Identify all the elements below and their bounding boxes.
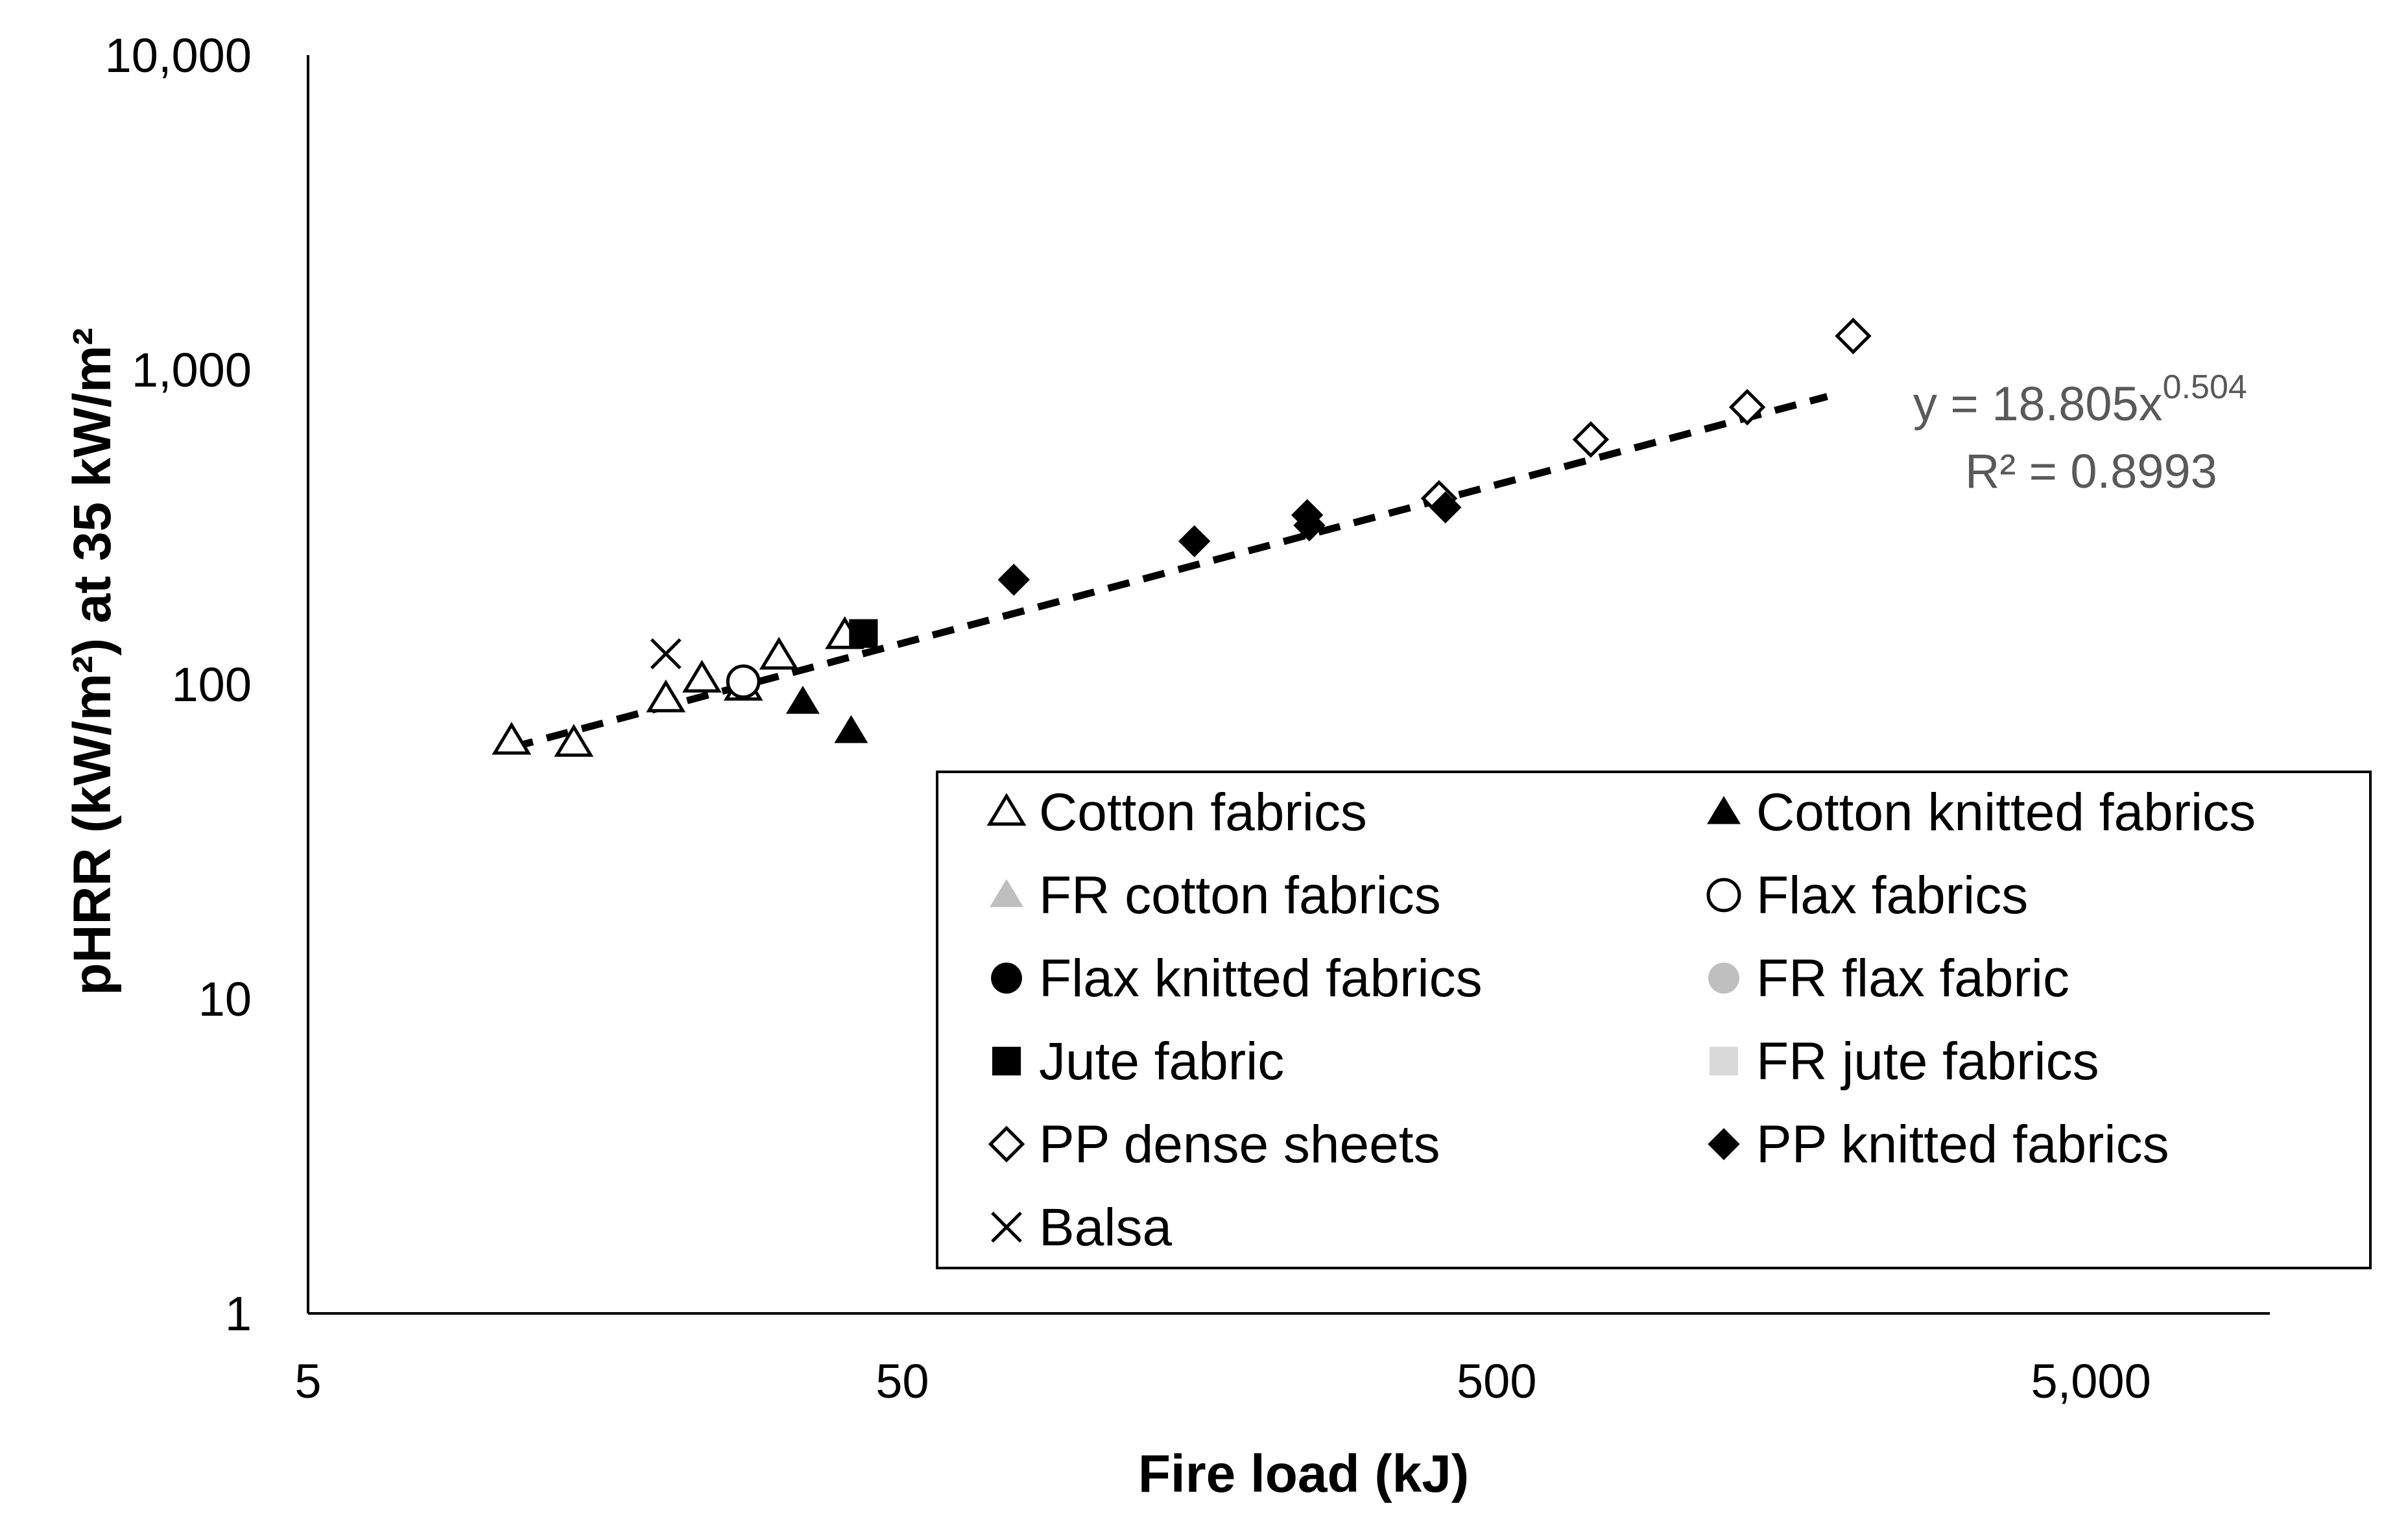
x-tick-label: 5	[294, 1354, 321, 1408]
legend-label-fr-flax-fabric: FR flax fabric	[1756, 949, 2069, 1008]
legend-marker-balsa	[991, 1212, 1022, 1243]
point-jute-fabric	[849, 619, 878, 648]
point-cotton-fabrics	[759, 636, 799, 670]
legend-marker-fr-cotton-fabrics	[990, 879, 1023, 907]
legend-label-pp-knitted-fabrics: PP knitted fabrics	[1756, 1115, 2169, 1174]
trendline-equation: y = 18.805x0.504	[1913, 368, 2247, 431]
x-axis-title: Fire load (kJ)	[1138, 1444, 1469, 1503]
legend-label-cotton-knitted-fabrics: Cotton knitted fabrics	[1756, 783, 2256, 842]
point-pp-dense-sheets	[1728, 389, 1766, 426]
legend-marker-flax-knitted-fabrics	[991, 963, 1022, 994]
point-pp-knitted-fabrics	[997, 564, 1030, 596]
y-tick-label: 100	[172, 658, 252, 712]
point-pp-knitted-fabrics	[1429, 491, 1462, 523]
legend-marker-jute-fabric	[992, 1046, 1021, 1076]
point-cotton-fabrics	[682, 660, 722, 693]
legend-label-jute-fabric: Jute fabric	[1039, 1032, 1284, 1091]
x-tick-label: 50	[876, 1354, 929, 1408]
legend-marker-flax-fabrics	[1706, 878, 1741, 913]
legend-label-fr-cotton-fabrics: FR cotton fabrics	[1039, 866, 1441, 925]
point-cotton-knitted-fabrics	[834, 715, 868, 743]
y-tick-label: 10,000	[105, 29, 252, 82]
y-tick-label: 1,000	[132, 343, 252, 397]
legend-marker-pp-dense-sheets	[988, 1125, 1025, 1163]
y-tick-label: 1	[225, 1287, 252, 1341]
x-tick-label: 5,000	[2031, 1354, 2151, 1408]
point-cotton-fabrics	[492, 721, 532, 755]
legend-label-pp-dense-sheets: PP dense sheets	[1039, 1115, 1440, 1174]
point-cotton-fabrics	[646, 679, 686, 713]
trendline-equation-exponent: 0.504	[2163, 368, 2247, 406]
legend-marker-pp-knitted-fabrics	[1708, 1128, 1740, 1160]
x-tick-label: 500	[1457, 1354, 1536, 1408]
y-tick-label: 10	[198, 972, 252, 1026]
legend-label-flax-fabrics: Flax fabrics	[1756, 866, 2028, 925]
point-cotton-knitted-fabrics	[785, 686, 820, 714]
point-cotton-fabrics	[554, 724, 594, 757]
point-flax-fabrics	[726, 664, 761, 699]
trendline-equation-base: y = 18.805x	[1913, 377, 2163, 431]
point-balsa	[650, 638, 682, 669]
legend-box	[936, 771, 2372, 1269]
point-pp-dense-sheets	[1572, 421, 1610, 458]
legend-label-cotton-fabrics: Cotton fabrics	[1039, 783, 1367, 842]
legend-marker-cotton-knitted-fabrics	[1707, 796, 1741, 824]
point-pp-dense-sheets	[1835, 317, 1872, 355]
y-axis-title: pHRR (kW/m²) at 35 kW/m²	[63, 328, 122, 996]
legend-marker-fr-flax-fabric	[1708, 963, 1739, 994]
point-pp-knitted-fabrics	[1293, 509, 1326, 542]
legend-marker-cotton-fabrics	[986, 793, 1027, 826]
legend-label-balsa: Balsa	[1039, 1198, 1173, 1257]
legend-marker-fr-jute-fabrics	[1709, 1046, 1739, 1076]
point-pp-knitted-fabrics	[1178, 525, 1211, 558]
trendline-r-squared: R² = 0.8993	[1965, 444, 2217, 498]
legend-label-fr-jute-fabrics: FR jute fabrics	[1756, 1032, 2099, 1091]
legend-label-flax-knitted-fabrics: Flax knitted fabrics	[1039, 949, 1483, 1008]
